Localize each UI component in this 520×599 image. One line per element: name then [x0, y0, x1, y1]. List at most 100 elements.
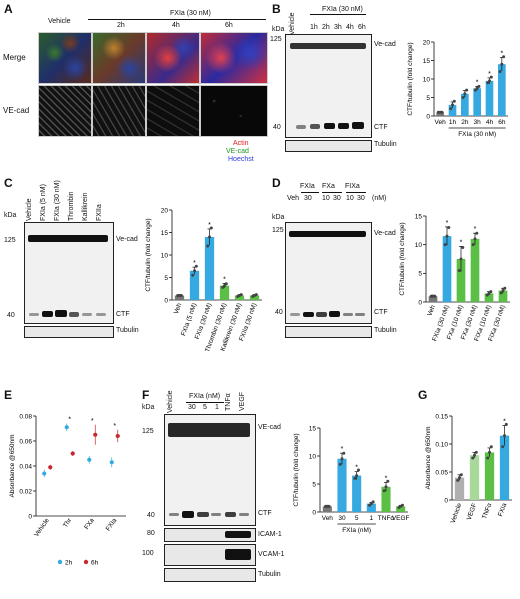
chart-d-point	[499, 291, 503, 295]
lane-c-kallikrein: Kallikrein	[82, 192, 89, 221]
chart-g-ytick-label: 0.10	[435, 441, 448, 448]
chart-g-point	[474, 450, 478, 454]
band-d-ctf: CTF	[374, 309, 388, 316]
chart-c-point	[208, 235, 211, 239]
chart-d-bar	[456, 259, 466, 302]
chart-g-ytick-label: 0	[444, 497, 448, 504]
lane-c-fxia5: FXIa (5 nM)	[40, 184, 47, 221]
chart-c-bar	[174, 295, 185, 300]
chart-f-bar	[366, 503, 376, 512]
chart-e-legend-label: 6h	[91, 559, 99, 566]
chart-g-point	[501, 445, 505, 449]
chart-f-point	[382, 489, 386, 493]
chart-f-xlabel: 30	[338, 515, 346, 522]
chart-e-xlabel: FXa	[83, 517, 96, 531]
chart-b-xlabel: 2h	[461, 119, 469, 126]
chart-b-bar	[498, 64, 506, 116]
blot-c	[24, 222, 114, 324]
chart-f-bar	[381, 486, 391, 512]
chart-c-point	[206, 244, 210, 248]
chart-c-point	[209, 226, 213, 230]
image-merge-2h	[92, 32, 146, 84]
lane-f-5: 5	[203, 404, 207, 411]
treat-f: FXIa (nM)	[189, 393, 221, 400]
band-d-vecad: Ve-cad	[374, 230, 396, 237]
chart-f-sig-star: *	[341, 446, 344, 453]
chart-b-point	[488, 79, 491, 83]
panel-label-c: C	[4, 176, 13, 190]
kda-label-d: kDa	[272, 214, 285, 221]
chart-g-sig-star: *	[503, 419, 506, 426]
chart-e-ytick-label: 0.06	[19, 438, 32, 445]
chart-g-xlabel: Vehicle	[450, 502, 464, 524]
group-d-fxia: FXIa	[300, 183, 315, 190]
lane-c-fxiia: FXIIa	[96, 204, 103, 221]
chart-b-point	[452, 99, 456, 103]
chart-d-ytick-label: 15	[415, 213, 423, 220]
band-b-tubulin: Tubulin	[374, 141, 397, 148]
lane-d-veh: Veh	[287, 195, 300, 202]
band-f-ctf: CTF	[258, 510, 272, 517]
chart-b-point	[451, 103, 454, 107]
chart-b-ytick-label: 5	[426, 95, 430, 102]
kda-label-f: kDa	[142, 404, 155, 411]
chart-f-xlabel: 1	[370, 515, 374, 522]
chart-c-sig-star: *	[223, 276, 226, 283]
lane-c-thrombin: Thrombin	[68, 191, 75, 221]
chart-g-point	[503, 434, 506, 438]
band-f-vcam: VCAM-1	[258, 551, 285, 558]
group-d-fixa: FIXa	[345, 183, 360, 190]
chart-g-xlabel: TNFα	[481, 502, 493, 520]
marker-f-80: 80	[147, 530, 155, 537]
chart-b-point	[486, 81, 490, 85]
chart-d-sig-star: *	[460, 239, 463, 246]
chart-d-bar	[484, 293, 494, 302]
chart-e-ytick-label: 0.02	[19, 488, 32, 495]
lane-b-4h: 4h	[346, 24, 354, 31]
chart-f-xlabel: VEGF	[392, 515, 410, 522]
chart-c-point	[191, 273, 195, 277]
chart-d-sig-star: *	[446, 220, 449, 227]
unit-d: (nM)	[372, 195, 387, 202]
chart-e-point	[93, 432, 98, 437]
chart-b-sig-star: *	[488, 71, 491, 78]
blot-b	[285, 34, 372, 138]
chart-b-ytick-label: 0	[426, 113, 430, 120]
chart-g-point	[504, 422, 508, 426]
chart-c-ytick-label: 15	[161, 230, 169, 237]
chart-g-point	[489, 445, 493, 449]
chart-c-bar	[219, 285, 230, 300]
chart-b-xlabel: 6h	[498, 119, 506, 126]
chart-b-ylabel: CTF/tubulin (fold change)	[407, 42, 414, 115]
chart-d-point	[461, 246, 465, 250]
chart-g-ytick-label: 0.05	[435, 469, 448, 476]
marker-c-40: 40	[7, 312, 15, 319]
blot-f-tubulin	[164, 568, 256, 582]
chart-f-bar	[352, 475, 362, 512]
panel-label-a: A	[4, 2, 13, 16]
chart-b-point	[500, 62, 504, 66]
chart-f-sig-star: *	[385, 475, 388, 482]
chart-g-point	[459, 473, 463, 477]
panel-label-d: D	[272, 176, 281, 190]
chart-d-sig-star: *	[474, 226, 477, 233]
group-d-fxa: FXa	[322, 183, 335, 190]
chart-g-ylabel: Absorbance @650nm	[425, 427, 432, 490]
group-bar-fxia	[301, 192, 319, 193]
chart-f-ytick-label: 0	[312, 509, 316, 516]
lane-b-1h: 1h	[310, 24, 318, 31]
chart-d-point	[473, 237, 477, 241]
chart-c-ytick-label: 10	[161, 252, 169, 259]
band-c-vecad: Ve-cad	[116, 236, 138, 243]
group-bar-fxa	[322, 192, 342, 193]
chart-b-point	[477, 84, 481, 88]
chart-d-point	[471, 243, 475, 247]
chart-d-point	[445, 234, 449, 238]
lane-f-30: 30	[188, 404, 196, 411]
chart-f-point	[384, 485, 388, 489]
chart-b-sig-star: *	[476, 79, 479, 86]
marker-b-125: 125	[270, 36, 282, 43]
chart-f-ytick-label: 10	[309, 453, 317, 460]
